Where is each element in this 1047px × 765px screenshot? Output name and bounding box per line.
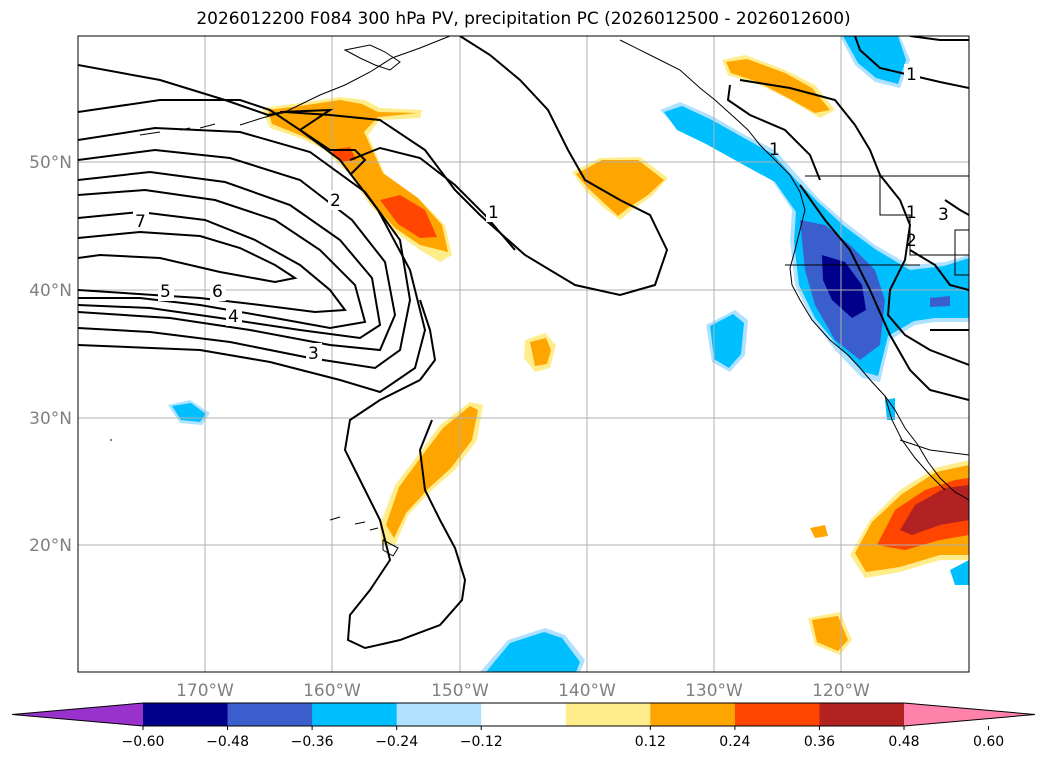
lat-tick-label: 30°N — [29, 409, 72, 429]
contour-label: 3 — [938, 205, 949, 225]
colorbar-swatch — [396, 703, 482, 726]
colorbar-tick-label: −0.48 — [206, 734, 249, 750]
colorbar-tick-label: 0.60 — [973, 734, 1004, 750]
map-frame — [77, 35, 970, 673]
lon-tick-label: 140°W — [558, 681, 616, 701]
lat-tick-label: 20°N — [29, 536, 72, 556]
contour-label: 1 — [488, 203, 499, 223]
colorbar-extend-low — [12, 703, 143, 726]
colorbar-swatch — [481, 703, 567, 726]
contour-label: 5 — [160, 282, 171, 302]
colorbar-swatch — [565, 703, 651, 726]
contour-label: 2 — [906, 231, 917, 251]
contour-label: 7 — [135, 212, 146, 232]
precip-max-spot — [380, 195, 437, 238]
colorbar-extend-high — [904, 703, 1035, 726]
lon-tick-label: 130°W — [685, 681, 743, 701]
pv-contours — [78, 36, 969, 650]
colorbar-tick-label: 0.24 — [719, 734, 750, 750]
contour-label: 1 — [769, 140, 780, 160]
contour-label: 2 — [330, 191, 341, 211]
contour-labels: 7 5 6 4 3 2 1 1 1 1 2 3 — [133, 64, 949, 364]
colorbar-tick-label: 0.12 — [635, 734, 666, 750]
longitude-labels: 170°W 160°W 150°W 140°W 130°W 120°W — [176, 681, 870, 701]
precip-red-core — [900, 485, 969, 535]
colorbar-swatch — [734, 703, 820, 726]
colorbar-swatch — [650, 703, 736, 726]
lon-tick-label: 120°W — [812, 681, 870, 701]
colorbar-swatch — [143, 703, 229, 726]
colorbar: −0.60 −0.48 −0.36 −0.24 −0.12 0.12 0.24 0.36 0.4… — [11, 702, 1036, 750]
contour-label: 3 — [308, 344, 319, 364]
lon-tick-label: 150°W — [431, 681, 489, 701]
colorbar-tick-label: −0.12 — [460, 734, 503, 750]
contour-label: 1 — [906, 65, 917, 85]
figure-title: 2026012200 F084 300 hPa PV, precipitatio… — [196, 9, 851, 29]
colorbar-swatch — [227, 703, 313, 726]
colorbar-tick-label: −0.60 — [122, 734, 165, 750]
contour-label: 1 — [906, 203, 917, 223]
political-borders — [785, 175, 969, 456]
colorbar-swatch — [312, 703, 398, 726]
coastlines — [110, 36, 969, 557]
contour-label: 4 — [228, 307, 239, 327]
lon-tick-label: 160°W — [303, 681, 361, 701]
colorbar-swatch — [819, 703, 905, 726]
lat-tick-label: 40°N — [29, 281, 72, 301]
colorbar-tick-label: −0.36 — [291, 734, 334, 750]
colorbar-tick-label: 0.48 — [888, 734, 919, 750]
latitude-labels: 50°N 40°N 30°N 20°N — [29, 153, 72, 556]
lat-tick-label: 50°N — [29, 153, 72, 173]
colorbar-tick-label: 0.36 — [804, 734, 835, 750]
colorbar-tick-label: −0.24 — [375, 734, 418, 750]
contour-label: 6 — [212, 282, 223, 302]
graticule — [78, 36, 969, 672]
lon-tick-label: 170°W — [176, 681, 234, 701]
